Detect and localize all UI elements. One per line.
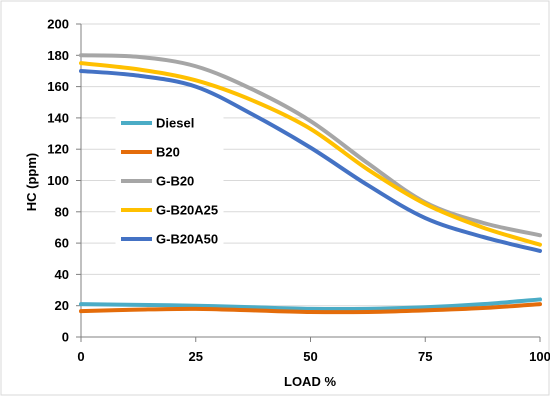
y-tick-label: 120: [47, 142, 69, 157]
y-tick-label: 20: [55, 298, 69, 313]
legend: Diesel B20 G-B20 G-B20A25 G-B20A50: [115, 104, 224, 256]
x-tick-label: 75: [418, 349, 432, 364]
x-axis-title: LOAD %: [284, 374, 336, 389]
y-tick-label: 140: [47, 110, 69, 125]
y-tick-label: 0: [62, 330, 69, 345]
y-tick-label: 100: [47, 173, 69, 188]
y-tick-label: 200: [47, 17, 69, 32]
series-line-g-b20a50: [79, 68, 542, 253]
legend-label-b20: B20: [156, 145, 180, 160]
series-line-g-b20: [79, 53, 542, 238]
y-tick-label: 180: [47, 48, 69, 63]
axes: 0 20 40 60 80 100 120 140 160 180 200 0 25 50 75 100: [47, 17, 550, 365]
x-tick-label: 25: [189, 349, 203, 364]
x-tick-label: 0: [77, 349, 84, 364]
y-tick-label: 160: [47, 79, 69, 94]
y-axis-title: HC (ppm): [24, 153, 39, 212]
legend-label-diesel: Diesel: [156, 116, 194, 131]
legend-label-g-b20a50: G-B20A50: [156, 232, 218, 247]
legend-label-g-b20a25: G-B20A25: [156, 203, 218, 218]
y-tick-label: 80: [55, 204, 69, 219]
legend-label-g-b20: G-B20: [156, 174, 194, 189]
series-line-b20: [79, 302, 542, 315]
series-lines: [79, 53, 542, 315]
x-tick-label: 100: [529, 349, 550, 364]
series-line-diesel: [79, 297, 542, 312]
y-tick-label: 40: [55, 267, 69, 282]
y-tick-label: 60: [55, 236, 69, 251]
series-line-g-b20a25: [79, 61, 542, 247]
x-tick-label: 50: [303, 349, 317, 364]
